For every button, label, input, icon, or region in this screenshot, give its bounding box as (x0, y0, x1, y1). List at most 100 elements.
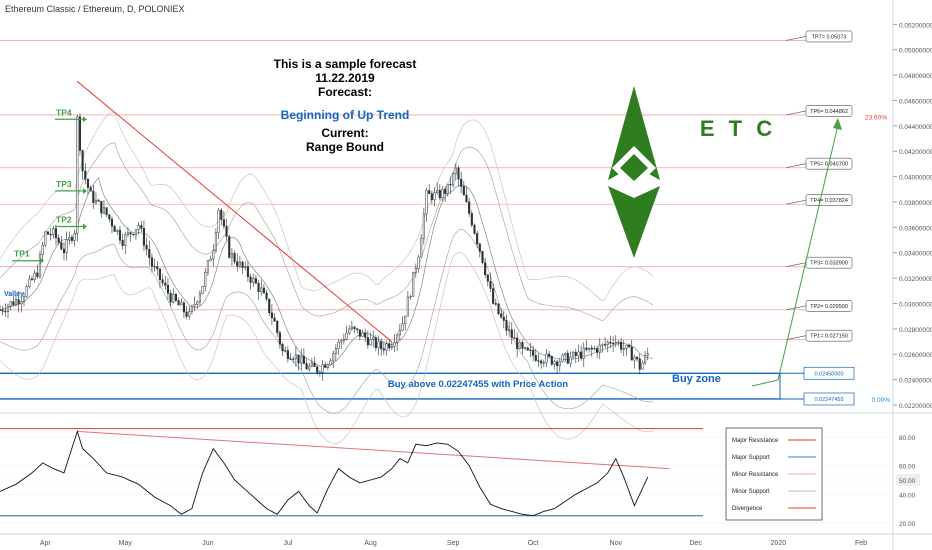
candle-body (526, 347, 529, 351)
osc-tick-label: 50.00 (899, 478, 916, 485)
target-label: TP4= 0.037824 (810, 198, 848, 204)
candle-body (276, 320, 279, 333)
candle-body (230, 253, 233, 258)
chart-title: Ethereum Classic / Ethereum, D, POLONIEX (5, 4, 185, 14)
fib-top-label: 23.60% (865, 115, 887, 122)
candle-body (108, 214, 111, 220)
candle-body (470, 213, 473, 226)
candle-body (148, 248, 151, 259)
candle-body (78, 116, 82, 151)
buy-zone-label: Buy zone (672, 373, 721, 385)
candle-body (110, 218, 114, 227)
price-tick-label: 0.02800000 (899, 327, 932, 334)
candle-body (577, 351, 580, 357)
candle-body (92, 190, 95, 204)
candle-body (262, 287, 265, 294)
candle-body (641, 362, 644, 370)
candle-body (164, 282, 167, 286)
candle-body (428, 190, 431, 194)
candle-body (116, 229, 119, 232)
candle-body (537, 360, 540, 362)
tp-marker-label: TP4 (56, 107, 72, 117)
candle-body (76, 116, 79, 234)
candle-body (486, 274, 489, 282)
legend-item-label: Minor Support (732, 489, 770, 495)
zone-bracket (779, 372, 804, 400)
candle-body (612, 343, 615, 345)
candle-body (249, 276, 252, 283)
target-label: TP2= 0.029500 (810, 304, 848, 310)
candle-body (14, 299, 18, 306)
candle-body (361, 332, 364, 337)
candle-body (9, 301, 12, 307)
candle-body (150, 257, 153, 267)
candle-body (596, 348, 599, 353)
candle-body (209, 258, 212, 262)
candle-body (569, 356, 572, 364)
candle-body (500, 313, 503, 318)
candle-body (28, 278, 31, 287)
candle-body (406, 296, 409, 317)
price-tick-label: 0.03200000 (899, 276, 932, 283)
candle-body (206, 260, 209, 273)
candle-body (358, 329, 361, 337)
price-tick-label: 0.04400000 (899, 124, 932, 131)
osc-divergence-line (77, 430, 670, 470)
candle-body (121, 240, 124, 246)
candle-body (628, 344, 631, 348)
candle-body (564, 353, 567, 356)
candle-body (132, 233, 135, 236)
candle-body (550, 356, 553, 365)
candle-body (305, 363, 308, 370)
candle-body (62, 248, 66, 254)
candle-body (6, 305, 10, 312)
candle-body (620, 341, 623, 350)
candle-body (30, 278, 34, 280)
candle-body (260, 287, 263, 292)
current-label: Current: (321, 126, 369, 140)
forecast-label: Forecast: (317, 85, 373, 99)
target-bubble-pointer (785, 305, 807, 311)
zone-label: 0.02450000 (814, 371, 843, 377)
price-tick-label: 0.03800000 (899, 200, 932, 207)
candle-body (585, 347, 588, 350)
time-tick-label: Oct (528, 540, 539, 547)
candle-body (286, 350, 289, 359)
candle-body (185, 311, 188, 317)
candle-body (54, 228, 58, 239)
candle-body (438, 190, 441, 199)
candle-body (556, 361, 559, 367)
tp-arrow-head (83, 187, 87, 194)
price-tick-label: 0.03600000 (899, 225, 932, 232)
candle-body (332, 353, 335, 362)
candle-body (444, 188, 447, 194)
candle-body (12, 301, 15, 306)
target-label: TP7= 0.05073 (812, 34, 847, 40)
candle-body (94, 199, 98, 204)
candle-body (473, 224, 476, 234)
candle-body (246, 266, 249, 278)
candle-body (510, 329, 513, 338)
etc-logo-bottom (608, 186, 660, 258)
tp-arrow-head (83, 116, 87, 123)
candle-body (420, 238, 423, 258)
candle-body (297, 354, 300, 364)
target-bubble-pointer (785, 262, 807, 267)
candle-body (393, 342, 396, 347)
candle-body (321, 364, 324, 373)
candle-body (617, 341, 620, 344)
candle-body (513, 337, 516, 339)
candle-body (102, 207, 106, 214)
candle-body (580, 351, 583, 359)
time-tick-label: Jul (283, 540, 292, 547)
time-tick-label: Sep (447, 540, 460, 547)
candle-body (222, 219, 225, 227)
forecast-line1: This is a sample forecast (273, 57, 417, 71)
price-tick-label: 0.05000000 (899, 48, 932, 55)
candle-body (238, 261, 241, 267)
candle-body (284, 350, 287, 352)
candle-body (614, 342, 617, 344)
candle-body (300, 355, 303, 364)
candle-body (0, 309, 2, 311)
candle-body (57, 237, 60, 243)
